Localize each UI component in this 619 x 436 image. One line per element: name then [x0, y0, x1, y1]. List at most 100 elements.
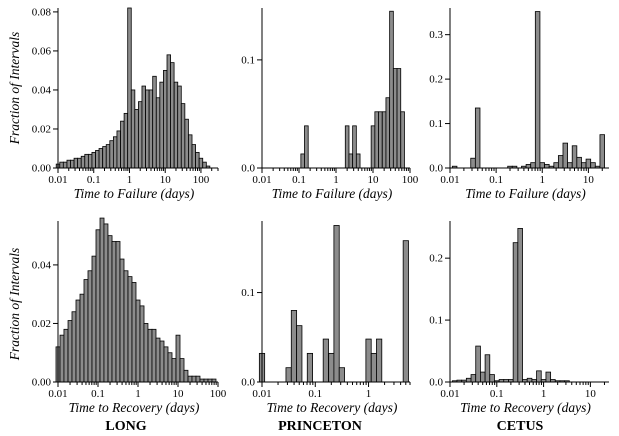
x-tick-label-0-1: 0.1 — [87, 174, 101, 186]
y-tick-label-0-04: 0.04 — [32, 84, 52, 96]
histogram-bar — [134, 109, 139, 169]
x-tick-label-1: 1 — [333, 174, 339, 186]
x-tick-label-0-1: 0.1 — [91, 388, 105, 400]
histogram-bar — [84, 153, 89, 169]
histogram-bar — [389, 10, 394, 169]
histogram-bar — [396, 68, 402, 169]
y-tick-label-0-00: 0.00 — [32, 377, 52, 389]
histogram-bar — [374, 111, 379, 169]
histogram-bar — [195, 151, 200, 169]
histogram-panel-2: 0.01 0.1 1 10 0.0 0.1 0.2 0.3 Time to Failure (d… — [429, 8, 609, 201]
x-tick-label-1: 1 — [366, 388, 372, 400]
histogram-bar — [75, 299, 81, 383]
x-tick-label-0-1: 0.1 — [292, 174, 306, 186]
histogram-bar — [544, 164, 550, 169]
histogram-bar — [91, 255, 97, 383]
histogram-bar — [98, 148, 104, 169]
histogram-bar — [322, 338, 329, 383]
x-axis-label: Time to Recovery (days) — [69, 400, 200, 415]
histogram-bar — [338, 367, 345, 383]
histogram-bar — [370, 125, 376, 169]
column-title-cetus: CETUS — [497, 419, 544, 434]
histogram-bar — [590, 162, 596, 169]
histogram-bar — [470, 157, 476, 169]
histogram-bar — [474, 107, 481, 169]
histogram-bar — [191, 375, 197, 383]
histogram-bar — [67, 320, 73, 383]
x-tick-label-10: 10 — [160, 174, 172, 186]
histogram-bar — [123, 270, 129, 383]
histogram-bar — [352, 125, 357, 169]
histogram-bar — [328, 352, 335, 383]
histogram-bar — [402, 240, 409, 383]
histogram-bar — [290, 310, 298, 383]
histogram-bar — [173, 81, 179, 169]
histogram-bar — [66, 159, 71, 169]
histogram-bar — [155, 97, 161, 169]
y-tick-label-0-0: 0.0 — [429, 163, 443, 175]
x-tick-label-0-01: 0.01 — [48, 174, 67, 186]
histogram-bar — [470, 374, 477, 383]
histogram-bar — [95, 229, 101, 383]
x-tick-label-100: 100 — [193, 174, 210, 186]
x-tick-label-0-01: 0.01 — [48, 388, 67, 400]
histogram-bar — [198, 157, 204, 169]
histogram-bar — [526, 377, 533, 383]
column-title-princeton: PRINCETON — [278, 419, 362, 434]
histogram-bar — [187, 375, 193, 383]
histogram-bar — [170, 62, 175, 169]
x-tick-label-0-1: 0.1 — [490, 388, 504, 400]
histogram-bar — [151, 328, 157, 383]
histogram-bar — [553, 162, 559, 169]
histogram-bar — [183, 369, 189, 383]
histogram-bar — [123, 112, 129, 169]
x-axis-label: Time to Failure (days) — [272, 186, 393, 201]
histogram-bar — [148, 89, 154, 169]
histogram-bar — [115, 241, 121, 383]
histogram-bar — [381, 111, 387, 169]
x-tick-label-1: 1 — [539, 174, 545, 186]
x-tick-label-100: 100 — [402, 174, 419, 186]
histogram-bar — [370, 352, 377, 383]
y-tick-label-0-1: 0.1 — [241, 54, 255, 66]
histogram-bar — [155, 337, 161, 383]
histogram-bar — [59, 161, 64, 169]
histogram-bar — [517, 228, 523, 383]
histogram-panel-0: 0.01 0.1 1 10 100 0.00 0.02 0.04 0.06 0.08 Time to… — [32, 6, 219, 201]
histogram-bar — [139, 305, 145, 383]
histogram-bar — [512, 242, 519, 383]
histogram-bar — [167, 352, 173, 383]
histogram-bar — [107, 235, 113, 383]
histogram-bar — [91, 151, 96, 169]
histogram-bar — [304, 125, 309, 169]
histogram-bar — [365, 338, 372, 383]
histogram-bar — [95, 150, 100, 169]
histogram-bar — [159, 81, 164, 169]
histogram-bar — [120, 120, 125, 169]
histogram-bar — [77, 157, 82, 169]
y-axis-label-top: Fraction of Intervals — [7, 32, 22, 145]
y-tick-label-0-02: 0.02 — [32, 318, 51, 330]
y-tick-label-0-08: 0.08 — [32, 6, 52, 18]
x-tick-label-10: 10 — [173, 388, 185, 400]
histogram-bar — [344, 125, 350, 169]
y-tick-label-0-1: 0.1 — [429, 118, 443, 130]
histogram-bar — [188, 134, 193, 169]
histogram-bar — [127, 276, 133, 383]
histogram-bar — [163, 70, 168, 169]
histogram-bar — [112, 136, 118, 169]
histogram-bar — [111, 241, 117, 383]
x-tick-label-10: 10 — [585, 388, 597, 400]
histogram-bar — [102, 146, 107, 169]
histogram-bar — [557, 155, 564, 169]
histogram-bar — [59, 334, 65, 383]
x-axis-label: Time to Failure (days) — [465, 186, 586, 201]
histogram-bar — [87, 153, 93, 169]
histogram-bar — [127, 7, 132, 169]
y-tick-label-0-0: 0.0 — [241, 163, 255, 175]
histogram-bar — [191, 144, 196, 169]
histogram-bar — [62, 161, 68, 169]
